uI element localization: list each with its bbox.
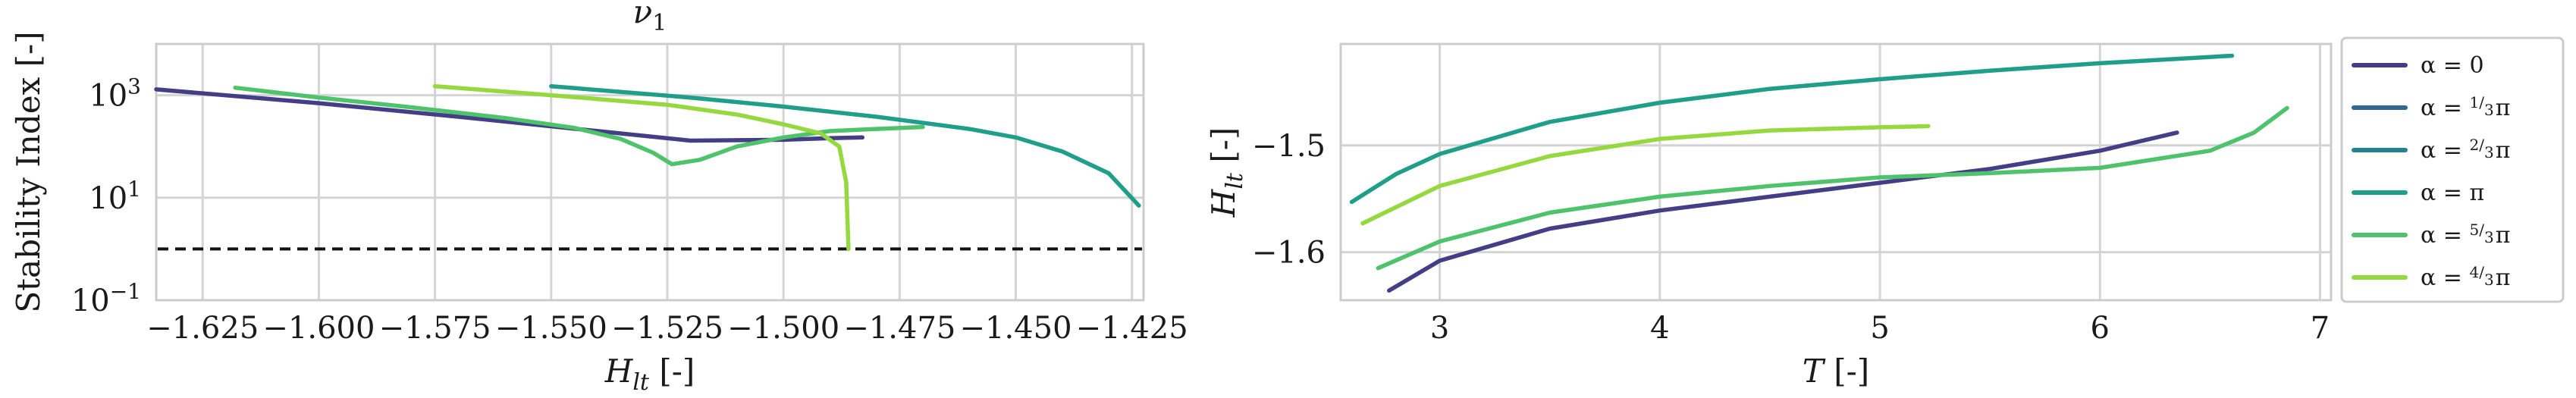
legend-label: α = 1/3π: [2421, 93, 2510, 121]
legend-label: α = 4/3π: [2421, 263, 2510, 291]
chart1-y-axis-label: Stability Index [-]: [10, 31, 47, 312]
legend-slash: /: [2479, 263, 2484, 281]
chart1-title: ν1: [633, 0, 667, 36]
title-symbol: ν: [633, 0, 653, 30]
legend-numerator: 2: [2469, 136, 2479, 154]
chart1-x-tick-label: −1.625: [146, 311, 259, 346]
y-tick-exponent: 1: [127, 177, 141, 202]
chart2-x-axis-label: T [-]: [1803, 353, 1869, 390]
legend-suffix: π: [2496, 95, 2511, 121]
chart1-x-tick-label: −1.575: [379, 311, 491, 346]
legend-slash: /: [2479, 93, 2484, 111]
title-subscript: 1: [652, 10, 667, 36]
chart1-y-tick-label: 10−1: [71, 279, 141, 318]
chart2-x-tick-label: 7: [2311, 311, 2330, 346]
y-tick-exponent: −1: [110, 279, 141, 304]
chart2-series-line-4: [1376, 105, 2289, 271]
legend-slash: /: [2479, 136, 2484, 154]
legend-label: α = π: [2421, 180, 2484, 206]
legend: α = 0α = 1/3πα = 2/3πα = πα = 5/3πα = 4/…: [2340, 36, 2565, 303]
chart1-x-axis-label: Hlt [-]: [604, 353, 695, 396]
legend-suffix: π: [2496, 137, 2511, 164]
label-unit: [-]: [1824, 353, 1869, 390]
label-subscript: lt: [632, 369, 650, 396]
legend-slash: /: [2479, 221, 2484, 239]
legend-prefix: α =: [2421, 222, 2469, 249]
legend-denominator: 3: [2484, 271, 2494, 289]
y-tick-base: 10: [71, 284, 110, 318]
legend-suffix: π: [2496, 265, 2511, 291]
chart1-x-tick-label: −1.550: [495, 311, 607, 346]
chart1-x-tick-label: −1.450: [959, 311, 1072, 346]
chart2-y-axis-label: Hlt [-]: [1205, 127, 1248, 218]
label-unit: [-]: [649, 353, 695, 390]
label-unit: [-]: [1205, 127, 1242, 173]
chart1-y-tick-label: 101: [89, 177, 141, 216]
chart1-grid: [156, 44, 1144, 302]
stability-index-chart: −1.625 −1.600 −1.575 −1.550 −1.525 −1.500 −1.4…: [10, 0, 1188, 396]
legend-label: α = 0: [2421, 52, 2484, 79]
chart1-series-line-0: [154, 87, 865, 143]
chart2-series-line-0: [1387, 130, 2179, 293]
legend-numerator: 5: [2469, 221, 2479, 239]
chart1-series-line-3: [549, 83, 1141, 208]
chart2-y-tick-label: −1.5: [1252, 129, 1326, 164]
chart1-x-tick-label: −1.600: [262, 311, 375, 346]
chart2-grid: [1341, 44, 2331, 300]
label-subscript: lt: [1222, 172, 1248, 190]
chart1-plot-frame: [155, 42, 1145, 302]
chart1-x-tick-label: −1.475: [843, 311, 955, 346]
legend-denominator: 3: [2484, 228, 2494, 246]
chart2-series-line-3: [1349, 53, 2235, 205]
label-symbol: H: [1205, 188, 1242, 218]
y-tick-exponent: 3: [127, 74, 141, 99]
chart1-x-tick-label: −1.425: [1076, 311, 1188, 346]
y-tick-base: 10: [89, 181, 127, 216]
chart2-x-tick-label: 4: [1650, 311, 1669, 346]
y-tick-base: 10: [89, 79, 127, 114]
chart2-plot-frame: [1339, 42, 2333, 302]
chart1-x-tick-label: −1.525: [611, 311, 723, 346]
legend-prefix: α =: [2421, 137, 2469, 164]
chart2-x-tick-label: 5: [1870, 311, 1889, 346]
chart2-series-line-5: [1360, 124, 1931, 226]
hlt-vs-t-chart: 3 4 5 6 7−1.5−1.6T [-]Hlt [-]: [1205, 42, 2333, 390]
legend-prefix: α =: [2421, 265, 2469, 291]
legend-denominator: 3: [2484, 143, 2494, 161]
label-symbol: T: [1803, 353, 1826, 390]
legend-numerator: 4: [2469, 263, 2479, 281]
legend-suffix: π: [2496, 222, 2511, 249]
legend-denominator: 3: [2484, 101, 2494, 119]
legend-label: α = 5/3π: [2421, 221, 2510, 249]
legend-label: α = 2/3π: [2421, 136, 2510, 164]
chart1-x-tick-label: −1.500: [727, 311, 839, 346]
chart2-x-tick-label: 6: [2091, 311, 2110, 346]
chart1-series-line-5: [432, 83, 851, 252]
label-symbol: H: [604, 353, 634, 390]
legend-numerator: 1: [2469, 93, 2479, 111]
chart2-x-tick-label: 3: [1430, 311, 1449, 346]
legend-prefix: α =: [2421, 95, 2469, 121]
chart2-y-tick-label: −1.6: [1252, 236, 1326, 271]
chart1-y-tick-label: 103: [89, 74, 141, 114]
